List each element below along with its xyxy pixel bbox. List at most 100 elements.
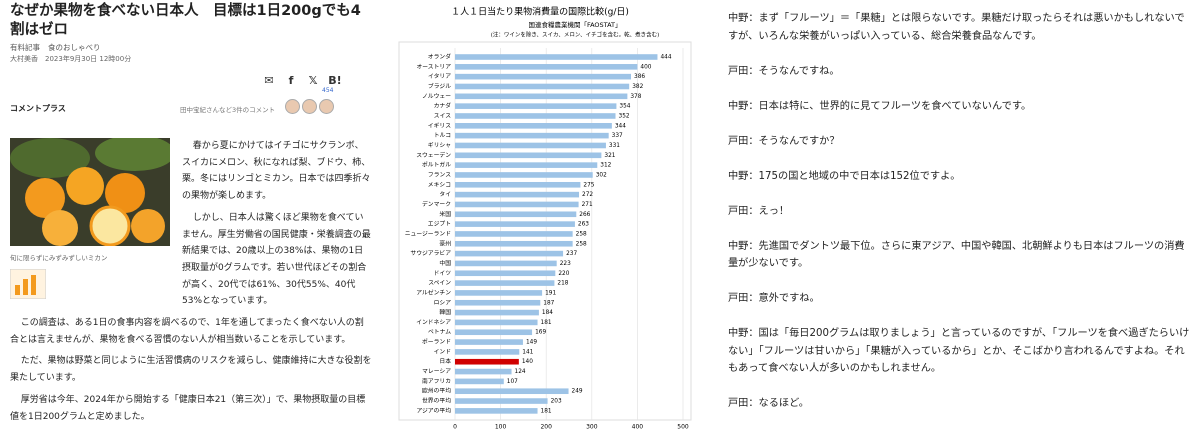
avatar [302,99,317,114]
dialogue-line: 戸田：意外ですね。 [728,293,820,304]
chart-note: (注：ワインを除き、スイカ、メロン、イチゴを含む。乾、煮き含む) [491,31,659,39]
bar [455,201,579,208]
value-label: 378 [630,94,641,100]
tag[interactable]: 有料記事 [10,43,40,52]
y-tick-label: アルゼンチン [416,288,451,296]
value-label: 220 [558,271,569,277]
avatar [285,99,300,114]
article-title: なぜか果物を食べない日本人 目標は1日200gでも4割はゼロ [10,3,361,38]
paragraph: 厚労省は今年、2024年から開始する「健康日本21（第三次）」で、果物摂取量の目… [10,394,366,422]
dialogue-line: 戸田：えっ！ [728,205,790,217]
y-tick-label: 南アフリカ [422,377,451,385]
y-tick-label: イタリア [428,72,451,80]
bar [455,231,573,237]
facebook-icon[interactable]: f [288,74,294,87]
bar [455,152,602,159]
x-tick-label: 0 [453,424,457,431]
value-label: 302 [596,172,607,178]
y-tick-label: スイス [434,112,451,119]
dialogue: 中野：まず「フルーツ」＝「果糖」とは限らないです。果糖だけ取ったらそれは悪いかも… [728,10,1193,430]
hatena-icon[interactable]: B! [328,74,342,87]
value-label: 140 [522,359,533,365]
bar [455,408,538,414]
chart-title: １人１日当たり果物消費量の国際比較(g/日) [451,6,629,18]
value-label: 141 [522,349,533,355]
y-tick-label: ポーランド [422,338,451,346]
bar [455,181,581,188]
y-tick-label: 世界の平均 [422,397,451,405]
value-label: 382 [632,84,643,90]
article-body: 旬に限らずにみずみずしいミカン 春から夏にかけてはイチゴにサクランボ、スイカにメ… [9,135,372,430]
bar [455,309,539,316]
x-tick-label: 200 [540,424,552,431]
value-label: 321 [604,153,615,159]
bar [455,64,638,70]
y-tick-label: イギリス [428,122,451,129]
x-tick-label: 500 [677,424,689,431]
value-label: 218 [557,281,568,287]
y-tick-label: デンマーク [422,200,451,208]
value-label: 187 [543,300,554,306]
value-label: 258 [576,241,587,247]
bar [455,398,548,404]
y-tick-label: マレーシア [422,368,451,375]
y-tick-label: トルコ [434,132,451,139]
figure: 旬に限らずにみずみずしいミカン [9,135,182,300]
bar [455,103,617,109]
thumbnail[interactable] [9,268,47,300]
bar [455,250,564,257]
x-tick-label: 300 [586,424,598,431]
byline: 大村美香 2023年9月30日 12時00分 [10,55,132,63]
value-label: 149 [526,340,537,346]
share-bar: ✉ f 𝕏 B! [258,74,368,87]
value-label: 386 [634,74,645,80]
value-label: 263 [578,222,589,228]
value-label: 312 [600,163,611,169]
y-tick-label: スペイン [428,280,451,287]
value-label: 181 [541,320,552,326]
dialogue-line: 中野：まず「フルーツ」＝「果糖」とは限らないです。果糖だけ取ったらそれは悪いかも… [728,13,1185,42]
value-label: 181 [541,408,552,414]
bar [455,93,628,100]
y-tick-label: 日本 [439,357,451,365]
x-icon[interactable]: 𝕏 [308,74,318,87]
bar [455,339,523,345]
bar [455,329,533,336]
y-tick-label: スウェーデン [416,151,451,159]
dialogue-line: 中野：日本は特に、世界的に見てフルーツを食べていないんです。 [728,100,1032,112]
bar [455,388,569,395]
comment-label[interactable]: コメントプラス [10,104,66,113]
value-label: 124 [515,369,526,375]
paragraph: この調査は、ある1日の食事内容を調べるので、1年を通してまったく食べない人の割合… [10,318,364,345]
mail-icon[interactable]: ✉ [264,74,274,87]
bar [455,113,616,119]
bar [455,73,632,80]
dialogue-line: 戸田：なるほど。 [728,398,809,409]
comment-count[interactable]: 田中宝紀さんなど3件のコメント [180,106,276,114]
avatar [319,99,334,114]
value-label: 400 [640,64,651,70]
bar [455,221,575,227]
bar [455,280,555,286]
bar [455,349,520,355]
value-label: 184 [542,310,553,316]
value-label: 444 [660,55,671,61]
value-label: 352 [619,113,630,119]
bar [455,240,573,247]
dialogue-line: 中野：先進国でダントツ最下位。さらに東アジア、中国や韓国、北朝鮮よりも日本はフル… [728,240,1185,270]
y-tick-label: ブラジル [428,82,451,90]
plot-frame [398,41,692,421]
y-tick-label: ドイツ [434,271,452,277]
dialogue-line: 戸田：そうなんですね。 [728,65,840,77]
value-label: 107 [507,379,518,385]
tag[interactable]: 食のおしゃべり [48,43,101,52]
y-tick-label: オーストリア [417,63,452,70]
share-count: 454 [322,87,334,94]
y-tick-label: 豪州 [439,239,451,247]
bar [455,123,612,129]
bar [455,83,630,90]
y-tick-label: フランス [428,171,451,178]
value-label: 266 [579,212,590,218]
bar [455,319,538,326]
value-label: 271 [582,202,593,208]
